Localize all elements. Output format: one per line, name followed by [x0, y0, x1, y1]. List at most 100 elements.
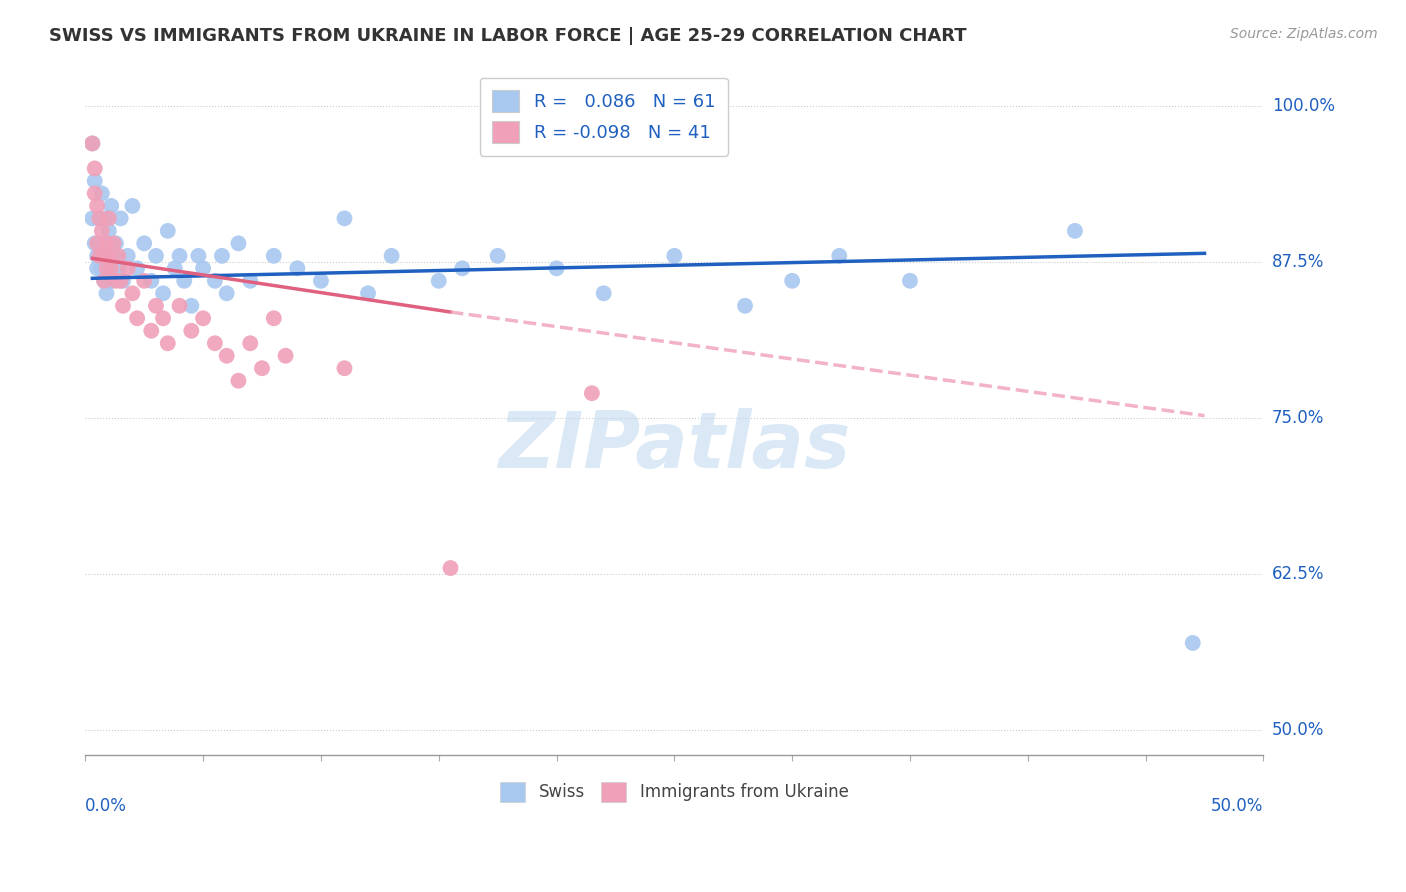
Point: [82, 211, 104, 226]
Point: [215, 349, 238, 363]
Text: Source: ZipAtlas.com: Source: ZipAtlas.com: [1230, 27, 1378, 41]
Point: [191, 311, 214, 326]
Point: [127, 261, 149, 276]
Point: [103, 236, 125, 251]
Point: [204, 274, 226, 288]
Point: [309, 274, 332, 288]
Point: [89, 249, 111, 263]
Point: [263, 249, 285, 263]
Text: 62.5%: 62.5%: [1272, 566, 1324, 583]
Point: [285, 261, 308, 276]
Point: [89, 249, 111, 263]
Point: [381, 249, 404, 263]
Text: 75.0%: 75.0%: [1272, 409, 1324, 427]
Point: [86, 261, 108, 276]
Point: [96, 286, 118, 301]
Point: [107, 249, 129, 263]
Point: [169, 299, 191, 313]
Point: [357, 286, 380, 301]
Point: [333, 361, 356, 376]
Point: [89, 211, 111, 226]
Text: SWISS VS IMMIGRANTS FROM UKRAINE IN LABOR FORCE | AGE 25-29 CORRELATION CHART: SWISS VS IMMIGRANTS FROM UKRAINE IN LABO…: [49, 27, 967, 45]
Point: [134, 274, 156, 288]
Point: [104, 274, 127, 288]
Point: [83, 174, 105, 188]
Point: [121, 286, 143, 301]
Point: [204, 336, 226, 351]
Point: [117, 261, 139, 276]
Point: [439, 561, 461, 575]
Text: ZIPatlas: ZIPatlas: [498, 409, 851, 484]
Point: [83, 161, 105, 176]
Point: [100, 274, 122, 288]
Point: [451, 261, 474, 276]
Point: [93, 274, 115, 288]
Text: 87.5%: 87.5%: [1272, 253, 1324, 271]
Point: [228, 374, 250, 388]
Point: [90, 261, 112, 276]
Point: [546, 261, 568, 276]
Point: [239, 336, 262, 351]
Point: [333, 211, 356, 226]
Point: [169, 249, 191, 263]
Point: [163, 261, 186, 276]
Point: [97, 249, 120, 263]
Point: [581, 386, 603, 401]
Point: [96, 211, 118, 226]
Point: [239, 274, 262, 288]
Point: [89, 211, 111, 226]
Point: [97, 211, 120, 226]
Point: [592, 286, 614, 301]
Point: [152, 311, 174, 326]
Point: [780, 274, 803, 288]
Point: [215, 286, 238, 301]
Point: [117, 249, 139, 263]
Point: [96, 261, 118, 276]
Point: [83, 186, 105, 201]
Point: [145, 299, 167, 313]
Point: [93, 249, 115, 263]
Point: [100, 199, 122, 213]
Point: [156, 336, 179, 351]
Point: [141, 324, 163, 338]
Point: [734, 299, 756, 313]
Point: [828, 249, 851, 263]
Point: [664, 249, 686, 263]
Point: [145, 249, 167, 263]
Point: [187, 249, 209, 263]
Point: [93, 236, 115, 251]
Point: [228, 236, 250, 251]
Point: [250, 361, 273, 376]
Point: [97, 224, 120, 238]
Point: [180, 324, 202, 338]
Point: [111, 274, 134, 288]
Point: [111, 299, 134, 313]
Point: [121, 199, 143, 213]
Point: [90, 224, 112, 238]
Point: [103, 249, 125, 263]
Point: [104, 236, 127, 251]
Text: 100.0%: 100.0%: [1272, 97, 1334, 115]
Point: [180, 299, 202, 313]
Point: [107, 261, 129, 276]
Point: [82, 136, 104, 151]
Point: [427, 274, 450, 288]
Point: [141, 274, 163, 288]
Point: [110, 211, 132, 226]
Point: [152, 286, 174, 301]
Point: [90, 186, 112, 201]
Point: [211, 249, 233, 263]
Point: [263, 311, 285, 326]
Point: [1181, 636, 1204, 650]
Point: [110, 274, 132, 288]
Text: 50.0%: 50.0%: [1272, 722, 1324, 739]
Point: [82, 136, 104, 151]
Point: [100, 261, 122, 276]
Text: 0.0%: 0.0%: [86, 797, 127, 814]
Point: [274, 349, 297, 363]
Point: [86, 249, 108, 263]
Point: [83, 236, 105, 251]
Text: 50.0%: 50.0%: [1211, 797, 1264, 814]
Point: [96, 236, 118, 251]
Point: [156, 224, 179, 238]
